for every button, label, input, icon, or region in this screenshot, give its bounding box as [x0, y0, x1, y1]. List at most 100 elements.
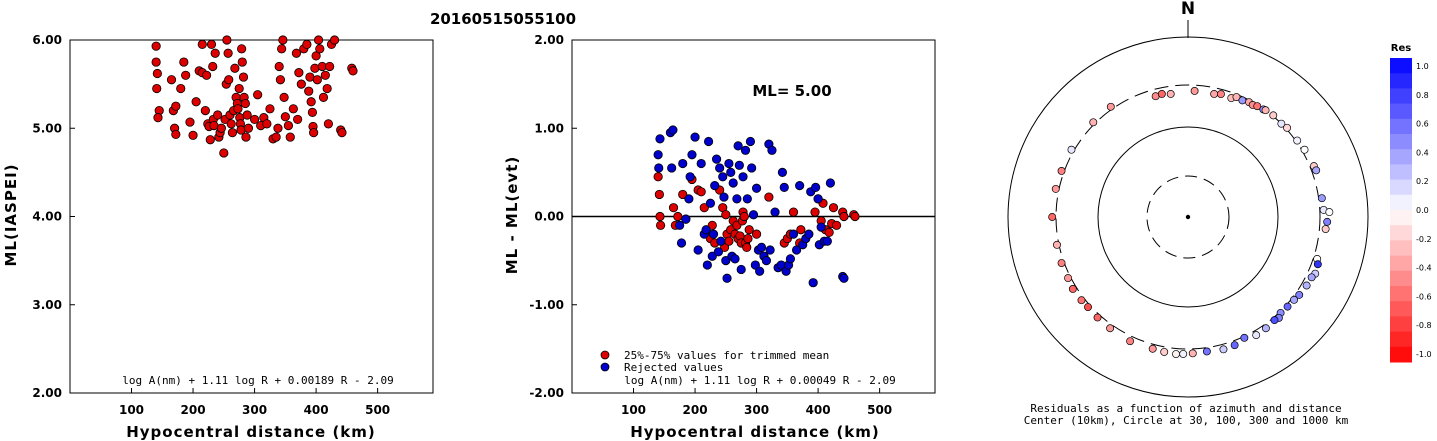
residual-point	[765, 245, 775, 255]
polar-point	[1323, 217, 1332, 226]
magnitude-point	[171, 129, 181, 140]
residual-point	[713, 247, 724, 257]
residual-y-tick-label: 1.00	[534, 121, 564, 135]
residual-point	[751, 183, 762, 193]
colorbar-swatch	[1390, 346, 1412, 363]
magnitude-point	[275, 75, 286, 85]
magnitude-point	[280, 112, 290, 122]
polar-point	[1053, 240, 1061, 249]
residual-point	[751, 229, 762, 239]
outer-circle-1000km	[1007, 36, 1369, 398]
polar-point	[1238, 96, 1247, 105]
residual-panel: 100 200 300 400 500 -2.00 -1.00 0.00 1.00 2.00 ML…	[503, 33, 936, 441]
magnitude-point	[238, 72, 249, 82]
polar-point	[1210, 90, 1219, 98]
residual-point	[721, 256, 731, 266]
magnitude-point	[283, 121, 294, 131]
magnitude-point	[176, 83, 186, 94]
residual-point	[839, 273, 849, 283]
residual-point	[824, 227, 834, 237]
legend-trimmed-marker	[600, 350, 610, 360]
magnitude-point	[285, 132, 295, 142]
residual-point	[810, 207, 820, 217]
magnitude-x-tick-label: 200	[181, 403, 206, 417]
magnitude-point	[323, 119, 334, 129]
residual-point	[779, 182, 789, 192]
magnitude-x-label: Hypocentral distance (km)	[126, 423, 376, 441]
magnitude-point	[237, 44, 247, 54]
residual-point	[743, 233, 753, 244]
magnitude-point	[222, 35, 232, 45]
polar-point	[1232, 93, 1241, 102]
figure-title: 20160515055100	[430, 10, 576, 28]
colorbar-swatch	[1390, 210, 1412, 226]
residual-points	[653, 125, 860, 288]
residual-point	[702, 260, 712, 270]
magnitude-x-tick-label: 100	[119, 403, 144, 417]
residual-point	[685, 172, 695, 182]
residual-point	[726, 167, 736, 177]
magnitude-point	[311, 51, 321, 61]
polar-point	[1057, 259, 1066, 267]
magnitude-y-tick-label: 5.00	[32, 121, 62, 135]
magnitude-point	[313, 35, 324, 45]
residual-point	[678, 158, 688, 169]
magnitude-point	[309, 128, 319, 138]
legend-rejected-label: Rejected values	[624, 361, 723, 374]
magnitude-point	[208, 61, 218, 72]
residual-point	[738, 172, 748, 182]
residual-point	[813, 194, 823, 204]
colorbar-tick-label: 0.0	[1416, 206, 1429, 215]
residual-point	[675, 220, 685, 230]
magnitude-point	[185, 117, 195, 127]
residual-x-tick-label: 400	[806, 403, 831, 417]
residual-point	[707, 251, 717, 261]
legend-trimmed-label: 25%-75% values for trimmed mean	[624, 349, 829, 362]
residual-point	[676, 238, 687, 248]
magnitude-point	[315, 44, 325, 54]
residual-point	[722, 273, 732, 283]
polar-point	[1321, 225, 1330, 233]
residual-point	[745, 136, 756, 147]
polar-point	[1188, 349, 1197, 358]
magnitude-point	[223, 48, 233, 58]
residual-point	[701, 225, 711, 235]
polar-caption-line1: Residuals as a function of azimuth and d…	[1030, 402, 1341, 415]
colorbar-swatch	[1390, 331, 1412, 348]
polar-point	[1160, 347, 1169, 356]
colorbar-swatch	[1390, 225, 1412, 241]
colorbar-swatches	[1390, 58, 1412, 363]
polar-point	[1240, 333, 1249, 342]
magnitude-point	[181, 70, 191, 80]
polar-point	[1269, 111, 1278, 120]
polar-point	[1317, 194, 1326, 203]
magnitude-y-tick-label: 4.00	[32, 210, 62, 224]
colorbar-swatch	[1390, 58, 1412, 74]
magnitude-point	[253, 90, 263, 100]
residual-point	[707, 220, 717, 230]
residual-point	[788, 207, 799, 217]
magnitude-point	[151, 57, 161, 67]
residual-point	[777, 167, 788, 177]
colorbar-swatch	[1390, 270, 1412, 287]
colorbar-tick-label: 0.2	[1416, 177, 1429, 186]
residual-point	[703, 136, 714, 147]
residual-point	[732, 194, 742, 204]
magnitude-point	[205, 135, 215, 145]
magnitude-point	[288, 104, 298, 114]
colorbar-tick-label: -0.2	[1416, 235, 1432, 244]
residual-point	[755, 266, 765, 276]
residual-point	[724, 158, 734, 169]
polar-point	[1093, 313, 1102, 322]
polar-point	[1270, 316, 1279, 325]
residual-point	[687, 150, 697, 160]
residual-point	[708, 229, 719, 239]
polar-point	[1283, 123, 1292, 132]
residual-point	[795, 181, 805, 191]
residual-y-tick-label: -2.00	[529, 386, 564, 400]
residual-point	[804, 229, 814, 239]
residual-y-tick-label: 2.00	[534, 33, 564, 47]
residual-y-tick-label: -1.00	[529, 298, 564, 312]
magnitude-point	[312, 75, 322, 85]
colorbar-swatch	[1390, 179, 1412, 196]
